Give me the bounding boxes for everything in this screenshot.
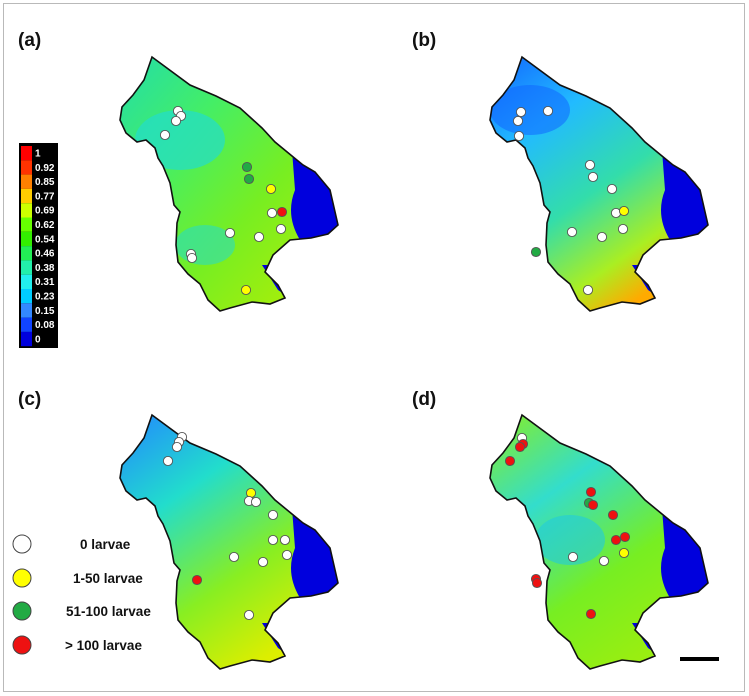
site-marker <box>515 106 527 118</box>
colorbar-segment <box>21 317 32 332</box>
site-marker <box>617 223 629 235</box>
site-marker <box>191 574 203 586</box>
site-marker <box>171 441 183 453</box>
colorbar: 1 0.92 0.85 0.77 0.69 0.62 0.54 0.46 0.38 0.31 0.2… <box>19 143 58 348</box>
colorbar-segment <box>21 260 32 275</box>
site-marker <box>228 551 240 563</box>
site-marker <box>240 284 252 296</box>
colorbar-segment <box>21 331 32 347</box>
scale-bar <box>680 657 719 661</box>
site-markers <box>159 105 631 621</box>
colorbar-segment <box>21 231 32 247</box>
site-marker <box>585 486 597 498</box>
site-marker <box>530 246 542 258</box>
site-marker <box>170 115 182 127</box>
site-marker <box>584 159 596 171</box>
site-marker <box>257 556 269 568</box>
site-marker <box>504 455 516 467</box>
colorbar-tick-label: 0.92 <box>35 163 55 174</box>
site-marker <box>224 227 236 239</box>
colorbar-tick-label: 0.54 <box>35 234 55 245</box>
legend-label: 0 larvae <box>80 537 131 552</box>
site-marker <box>512 115 524 127</box>
site-marker <box>243 609 255 621</box>
site-marker <box>266 207 278 219</box>
site-marker <box>566 226 578 238</box>
colorbar-tick-label: 1 <box>35 149 41 160</box>
colorbar-segment <box>21 188 32 204</box>
site-marker <box>250 496 262 508</box>
site-marker <box>587 499 599 511</box>
colorbar-tick-label: 0.46 <box>35 249 55 260</box>
colorbar-segment <box>21 174 32 189</box>
site-marker <box>598 555 610 567</box>
site-marker <box>606 183 618 195</box>
colorbar-tick-label: 0 <box>35 334 41 345</box>
legend-label: 51-100 larvae <box>66 604 151 619</box>
colorbar-tick-label: 0.69 <box>35 206 55 217</box>
site-marker <box>279 534 291 546</box>
site-marker <box>186 252 198 264</box>
site-marker <box>513 130 525 142</box>
colorbar-segment <box>21 246 32 261</box>
site-marker <box>619 531 631 543</box>
site-marker <box>542 105 554 117</box>
legend-marker <box>12 635 32 655</box>
colorbar-segment <box>21 289 32 304</box>
site-marker <box>243 173 255 185</box>
colorbar-segment <box>21 203 32 218</box>
legend-marker <box>12 601 32 621</box>
site-marker <box>253 231 265 243</box>
legend-label: 1-50 larvae <box>73 571 143 586</box>
site-marker <box>567 551 579 563</box>
panel-label-a: (a) <box>18 30 41 51</box>
site-marker <box>281 549 293 561</box>
legend-label: > 100 larvae <box>65 638 142 653</box>
colorbar-tick-label: 0.62 <box>35 220 55 231</box>
site-marker <box>582 284 594 296</box>
map-panel-a <box>119 56 339 312</box>
colorbar-tick-label: 0.08 <box>35 320 55 331</box>
colorbar-segment <box>21 303 32 318</box>
site-marker <box>587 171 599 183</box>
site-marker <box>531 577 543 589</box>
site-marker <box>607 509 619 521</box>
colorbar-tick-label: 0.23 <box>35 292 55 303</box>
colorbar-segment <box>21 217 32 232</box>
site-marker <box>585 608 597 620</box>
site-marker <box>267 534 279 546</box>
panel-label-c: (c) <box>18 389 41 410</box>
colorbar-segment <box>21 274 32 289</box>
colorbar-tick-label: 0.15 <box>35 306 55 317</box>
colorbar-segment <box>21 160 32 175</box>
site-marker <box>618 547 630 559</box>
site-marker <box>267 509 279 521</box>
site-marker <box>610 534 622 546</box>
map-panel-c <box>119 414 339 670</box>
site-marker <box>241 161 253 173</box>
site-marker <box>514 441 526 453</box>
colorbar-tick-label: 0.85 <box>35 177 55 188</box>
site-marker <box>596 231 608 243</box>
panel-label-b: (b) <box>412 30 436 51</box>
colorbar-tick-label: 0.38 <box>35 263 55 274</box>
legend: 0 larvae 1-50 larvae 51-100 larvae > 100 la… <box>12 534 151 655</box>
site-marker <box>276 206 288 218</box>
colorbar-tick-label: 0.31 <box>35 277 55 288</box>
site-marker <box>265 183 277 195</box>
map-panel-d <box>489 414 709 670</box>
panel-label-d: (d) <box>412 389 436 410</box>
colorbar-segment <box>21 146 32 161</box>
site-marker <box>159 129 171 141</box>
site-marker <box>275 223 287 235</box>
legend-marker <box>12 568 32 588</box>
map-panel-b <box>489 56 709 312</box>
colorbar-tick-label: 0.77 <box>35 191 55 202</box>
legend-marker <box>12 534 32 554</box>
site-marker <box>162 455 174 467</box>
site-marker <box>618 205 630 217</box>
